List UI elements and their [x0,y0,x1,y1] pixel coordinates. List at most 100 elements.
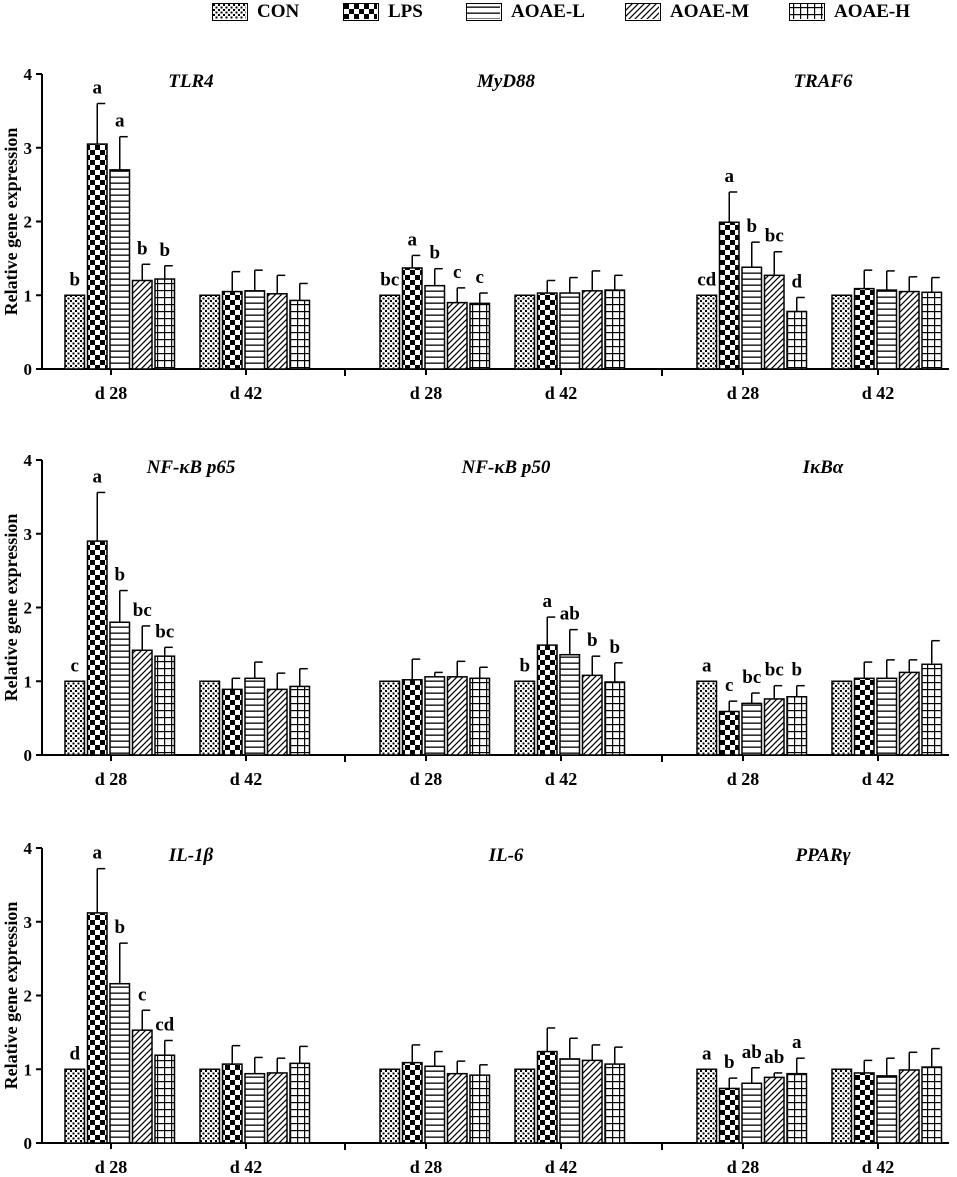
bar-ppar-d28-aoae-m [763,1076,785,1144]
chart-panel-3: 0 1 2 3 4 Relative gene expression IL-1β d 28 d a… [1,839,949,1177]
gene-group-il-6: IL-6 d 28 d 42 [379,845,626,1177]
bar-myd88-d42-aoae-l [559,292,581,370]
y-axis-label: Relative gene expression [1,514,21,702]
bar-myd88-d42-aoae-h [604,289,626,370]
bar-ppar-d28-aoae-l [741,1082,763,1144]
significance-letter: b [429,243,440,264]
significance-letter: b [137,238,148,259]
bar-traf6-d42-aoae-h [921,291,943,370]
y-tick-label: 3 [24,525,33,544]
significance-letter: bc [742,667,761,688]
bar-nf-b-p50-d42-aoae-h [604,681,626,756]
bar-i-b-d42-lps [853,677,875,756]
y-tick-label: 0 [24,360,33,379]
significance-letter: bc [765,226,784,247]
gene-title-nf-b-p50: NF-κB p50 [461,457,551,478]
bar-i-b-d28-lps [718,710,740,756]
gene-title-tlr4: TLR4 [168,71,213,92]
bar-il-1-d42-con [199,1068,221,1144]
bar-nf-b-p65-d28-lps [86,540,108,756]
bar-nf-b-p50-d42-lps [536,644,558,756]
bar-nf-b-p65-d42-aoae-l [244,677,266,756]
bar-ppar-d42-aoae-m [898,1069,920,1144]
bar-tlr4-d42-aoae-m [266,293,288,370]
bar-il-1-d42-aoae-m [266,1072,288,1144]
y-tick-label: 4 [24,451,33,470]
bar-myd88-d28-aoae-l [424,284,446,370]
bar-nf-b-p65-d28-aoae-m [131,649,153,756]
bar-il-6-d28-aoae-m [446,1072,468,1144]
bar-il-1-d28-lps [86,912,108,1144]
gene-title-traf6: TRAF6 [793,71,853,92]
significance-letter: b [159,240,170,261]
significance-letter: b [69,269,80,290]
x-tick-label: d 28 [95,1157,128,1177]
bar-tlr4-d42-con [199,294,221,370]
bar-il-1-d28-aoae-m [131,1029,153,1144]
bar-ppar-d28-lps [718,1087,740,1144]
bar-traf6-d28-con [696,294,718,370]
x-tick-label: d 28 [727,1157,760,1177]
bar-i-b-d42-aoae-m [898,671,920,756]
y-tick-label: 4 [24,65,33,84]
bar-i-b-d28-aoae-l [741,702,763,756]
significance-letter: d [69,1043,80,1064]
significance-letter: b [791,660,802,681]
significance-letter: c [725,675,733,696]
significance-letter: b [746,216,757,237]
bar-nf-b-p65-d28-aoae-h [154,655,176,756]
x-tick-label: d 42 [545,769,578,789]
bar-il-1-d28-aoae-h [154,1054,176,1144]
x-tick-label: d 42 [230,383,263,403]
gene-title-myd88: MyD88 [476,71,536,92]
bar-nf-b-p50-d28-aoae-m [446,676,468,756]
bar-tlr4-d42-lps [221,290,243,370]
y-tick-label: 1 [24,286,33,305]
bar-ppar-d42-con [831,1068,853,1144]
significance-letter: bc [380,269,399,290]
bar-nf-b-p65-d42-lps [221,688,243,756]
bar-il-6-d28-aoae-h [469,1074,491,1144]
bar-il-6-d42-lps [536,1050,558,1144]
bar-ppar-d28-aoae-h [786,1072,808,1144]
significance-letter: a [115,111,125,132]
bar-ppar-d42-aoae-h [921,1066,943,1144]
bar-i-b-d42-aoae-l [876,677,898,756]
bar-tlr4-d28-aoae-m [131,279,153,370]
bar-il-6-d42-aoae-m [581,1059,603,1144]
significance-letter: c [476,267,484,288]
bar-myd88-d42-con [514,294,536,370]
bar-traf6-d28-aoae-l [741,266,763,370]
significance-letter: bc [765,660,784,681]
significance-letter: b [609,637,620,658]
significance-letter: a [93,843,103,864]
bar-myd88-d28-aoae-m [446,301,468,370]
y-axis-label: Relative gene expression [1,128,21,316]
x-tick-label: d 28 [410,1157,443,1177]
bar-tlr4-d28-aoae-h [154,278,176,370]
bar-tlr4-d28-lps [86,143,108,370]
gene-title-il-1: IL-1β [168,845,214,866]
significance-letter: cd [697,269,716,290]
bar-nf-b-p65-d42-aoae-h [289,685,311,756]
significance-letter: ab [560,604,580,625]
bar-i-b-d28-aoae-h [786,695,808,756]
legend-swatch-con [212,3,248,21]
x-tick-label: d 42 [862,769,895,789]
x-tick-label: d 42 [545,1157,578,1177]
x-tick-label: d 28 [95,769,128,789]
x-tick-label: d 42 [230,1157,263,1177]
bar-i-b-d28-con [696,680,718,756]
significance-letter: cd [155,1014,174,1035]
y-tick-label: 0 [24,746,33,765]
significance-letter: a [93,466,103,487]
x-tick-label: d 28 [727,769,760,789]
legend-item-aoae-l: AOAE-L [466,1,585,23]
bar-il-6-d42-con [514,1068,536,1144]
legend-label-con: CON [257,1,300,22]
bar-traf6-d42-lps [853,287,875,370]
significance-letter: bc [133,600,152,621]
